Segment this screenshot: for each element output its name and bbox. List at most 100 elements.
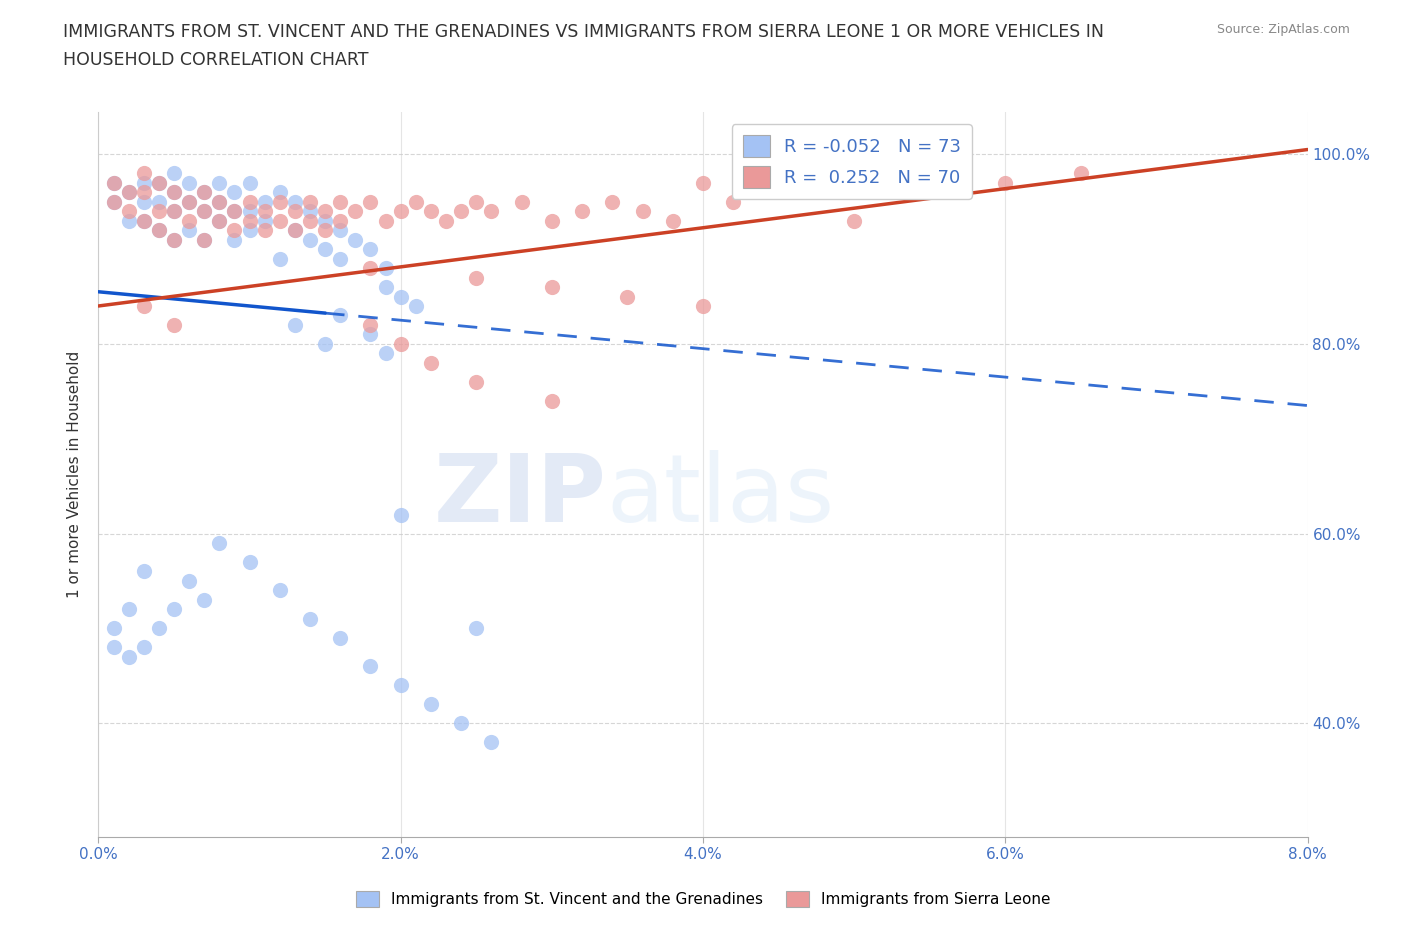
Point [269,213,291,228]
Point [481,204,503,219]
Point [602,194,624,209]
Point [374,260,396,275]
Point [510,194,533,209]
Point [723,194,745,209]
Text: atlas: atlas [606,450,835,542]
Point [163,204,186,219]
Point [193,204,215,219]
Point [163,317,186,332]
Point [179,574,201,589]
Point [118,213,141,228]
Legend: Immigrants from St. Vincent and the Grenadines, Immigrants from Sierra Leone: Immigrants from St. Vincent and the Gren… [350,884,1056,913]
Point [692,299,714,313]
Point [239,554,262,569]
Point [314,337,336,352]
Point [481,735,503,750]
Point [132,213,155,228]
Point [193,185,215,200]
Point [103,194,125,209]
Point [179,194,201,209]
Point [329,213,352,228]
Y-axis label: 1 or more Vehicles in Household: 1 or more Vehicles in Household [67,351,83,598]
Point [420,204,443,219]
Point [1070,166,1092,180]
Point [148,175,170,190]
Point [374,280,396,295]
Point [450,204,472,219]
Point [344,204,367,219]
Point [434,213,457,228]
Point [269,185,291,200]
Point [193,592,215,607]
Point [253,194,276,209]
Point [163,166,186,180]
Point [571,204,593,219]
Point [284,222,307,237]
Text: IMMIGRANTS FROM ST. VINCENT AND THE GRENADINES VS IMMIGRANTS FROM SIERRA LEONE 1: IMMIGRANTS FROM ST. VINCENT AND THE GREN… [63,23,1104,41]
Point [329,308,352,323]
Point [208,213,231,228]
Point [360,658,382,673]
Point [208,213,231,228]
Point [224,222,246,237]
Point [405,194,427,209]
Point [661,213,683,228]
Point [752,175,775,190]
Point [132,299,155,313]
Point [269,251,291,266]
Point [132,640,155,655]
Point [208,194,231,209]
Point [465,270,488,285]
Point [994,175,1017,190]
Point [179,222,201,237]
Point [389,289,412,304]
Point [193,232,215,247]
Point [360,260,382,275]
Point [465,375,488,390]
Point [844,213,866,228]
Point [208,536,231,551]
Point [239,213,262,228]
Point [132,166,155,180]
Point [450,716,472,731]
Point [118,185,141,200]
Point [314,204,336,219]
Point [360,242,382,257]
Point [314,242,336,257]
Point [103,640,125,655]
Point [239,222,262,237]
Point [224,232,246,247]
Point [374,346,396,361]
Point [389,337,412,352]
Point [299,611,322,626]
Point [284,204,307,219]
Point [163,185,186,200]
Point [540,393,562,408]
Point [420,355,443,370]
Point [163,232,186,247]
Point [103,194,125,209]
Point [420,697,443,711]
Point [148,204,170,219]
Point [179,213,201,228]
Point [329,631,352,645]
Point [103,621,125,636]
Text: Source: ZipAtlas.com: Source: ZipAtlas.com [1216,23,1350,36]
Point [253,204,276,219]
Point [103,175,125,190]
Point [540,213,562,228]
Point [193,185,215,200]
Text: HOUSEHOLD CORRELATION CHART: HOUSEHOLD CORRELATION CHART [63,51,368,69]
Point [193,232,215,247]
Point [224,185,246,200]
Point [540,280,562,295]
Point [405,299,427,313]
Point [148,621,170,636]
Point [118,185,141,200]
Point [329,251,352,266]
Point [465,194,488,209]
Point [208,175,231,190]
Point [103,175,125,190]
Point [344,232,367,247]
Point [132,565,155,579]
